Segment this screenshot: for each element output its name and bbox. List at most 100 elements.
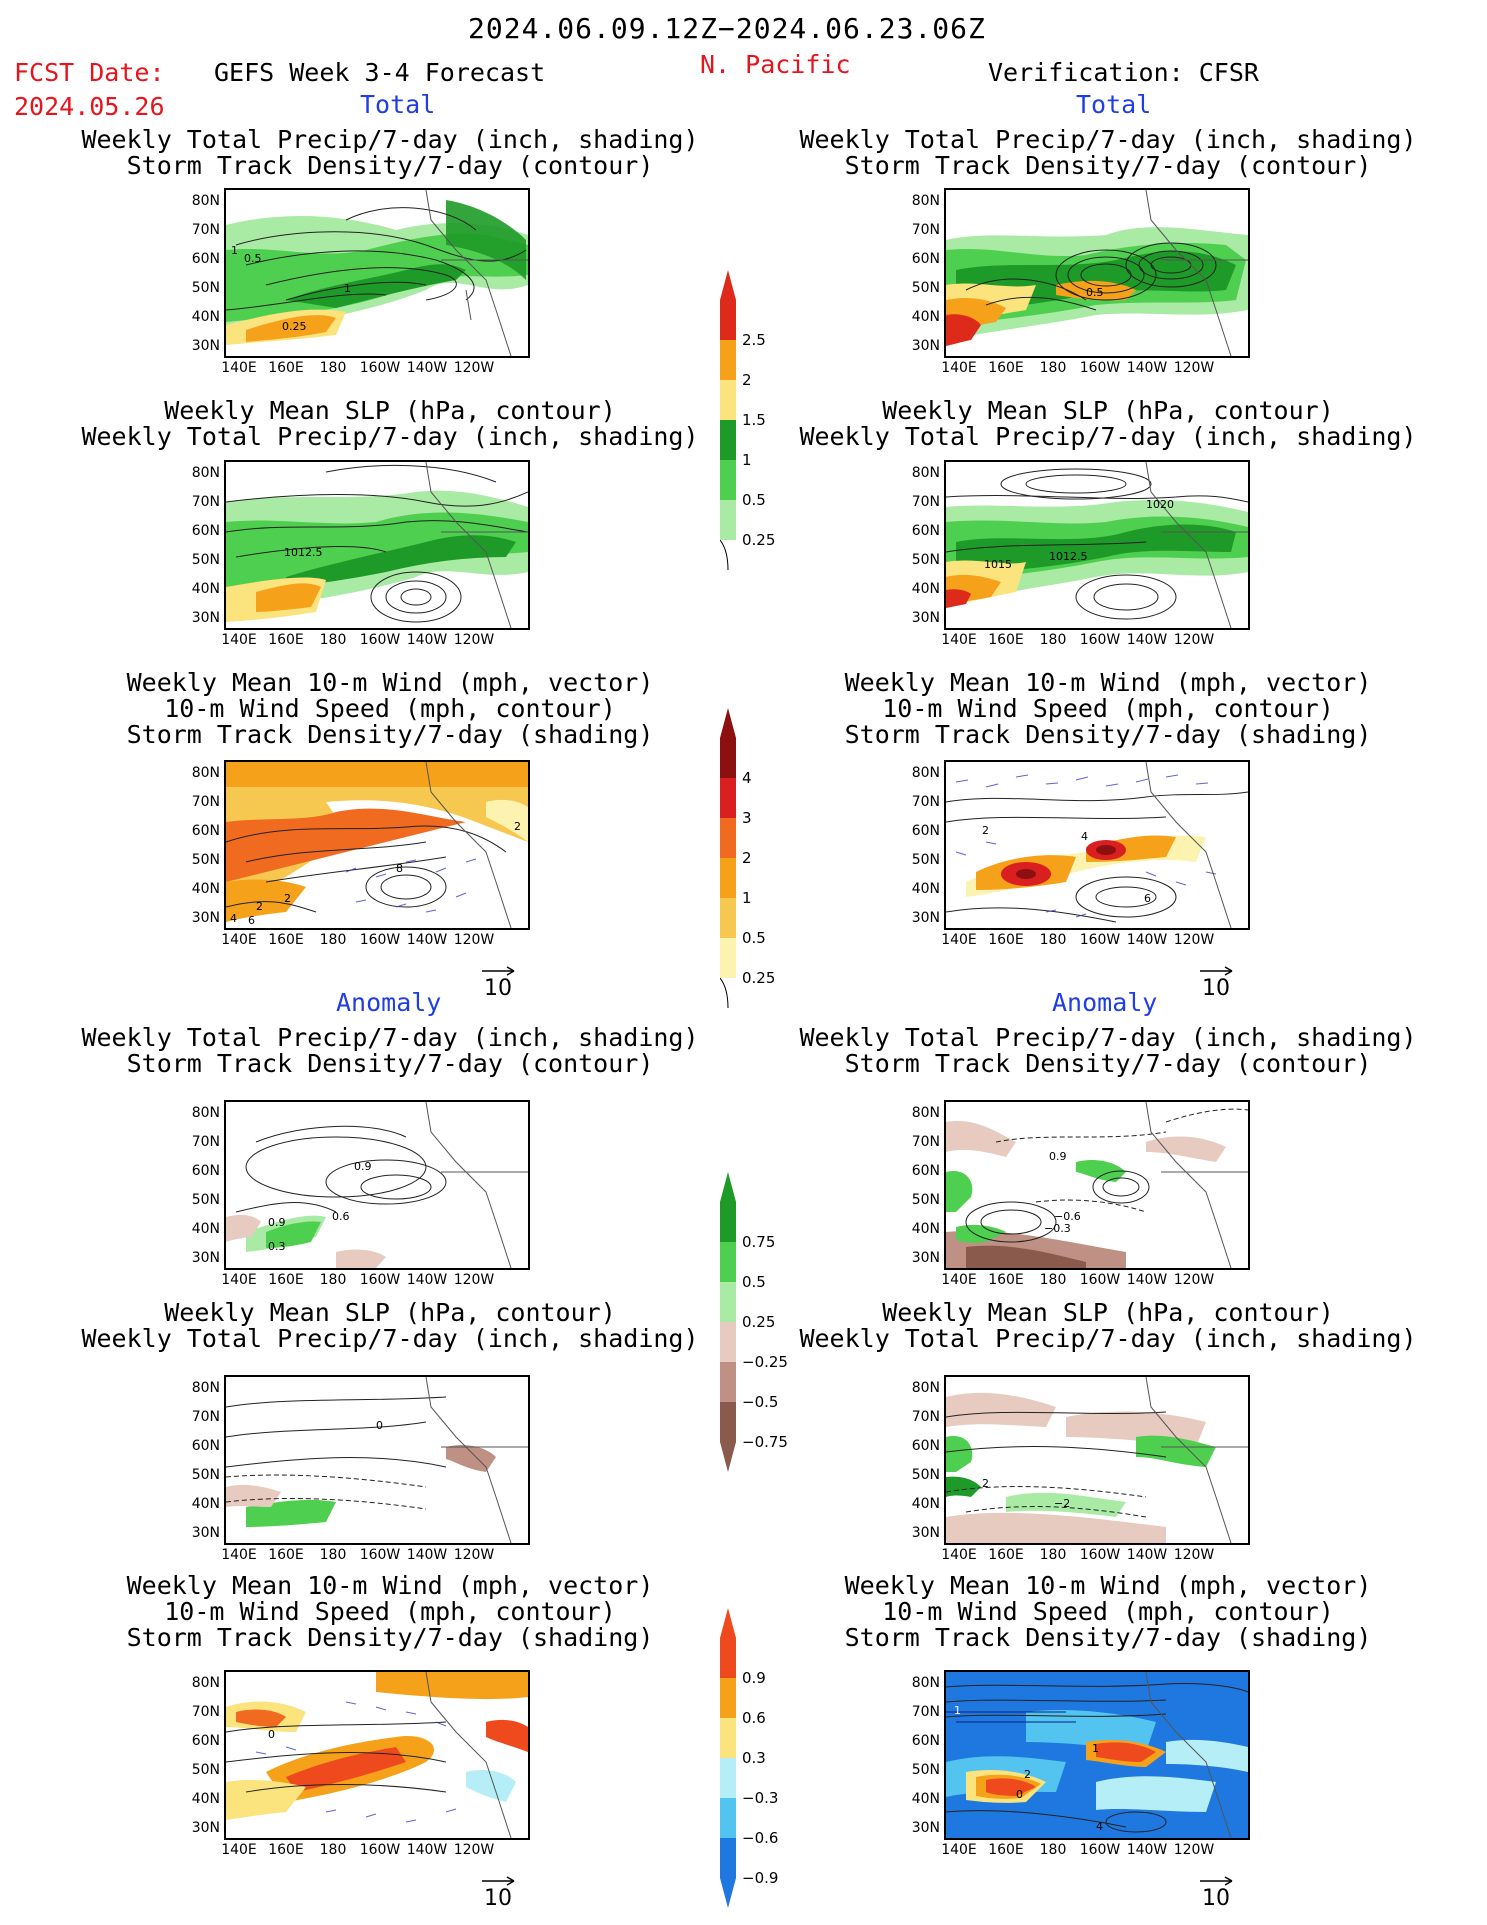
contour-label: 6 — [1144, 892, 1151, 905]
lon-tick-label: 180 — [1039, 1842, 1067, 1858]
lat-tick-label: 80N — [191, 1380, 220, 1396]
colorbar-label: 0.9 — [742, 1669, 766, 1687]
lon-tick-label: 160E — [988, 1547, 1024, 1563]
vf-anom-slp-map: 2 −2 — [944, 1375, 1250, 1545]
contour-label: 1 — [231, 244, 238, 257]
lon-tick-label: 140W — [1126, 1547, 1168, 1563]
colorbar-label: −0.5 — [742, 1393, 779, 1411]
lat-tick-label: 40N — [911, 881, 940, 897]
colorbar-label: 2 — [742, 371, 752, 389]
contour-label: 2 — [284, 892, 291, 905]
contour-label: 0 — [376, 1419, 383, 1432]
lat-tick-label: 60N — [191, 823, 220, 839]
contour-label: 0.9 — [268, 1216, 286, 1229]
colorbar-segment — [720, 1202, 736, 1242]
lat-tick-label: 30N — [911, 1820, 940, 1836]
lon-tick-label: 140W — [1126, 932, 1168, 948]
colorbar-top-arrow — [720, 1608, 736, 1638]
lon-tick-label: 160E — [268, 1547, 304, 1563]
lon-tick-label: 160E — [268, 932, 304, 948]
lon-tick-label: 180 — [319, 932, 347, 948]
fc-precip-storm-title: Weekly Total Precip/7-day (inch, shading… — [81, 125, 699, 180]
colorbar-segment — [720, 938, 736, 978]
lat-tick-label: 30N — [191, 1820, 220, 1836]
section-anomaly-verification: Anomaly — [1052, 988, 1158, 1017]
lat-tick-label: 60N — [911, 823, 940, 839]
lat-tick-label: 80N — [191, 1675, 220, 1691]
lon-tick-label: 160W — [359, 632, 401, 648]
contour-label: −2 — [1054, 1497, 1070, 1510]
colorbar-label: 0.5 — [742, 1273, 766, 1291]
lat-tick-label: 60N — [911, 251, 940, 267]
lat-tick-label: 40N — [191, 1791, 220, 1807]
lon-tick-label: 160W — [359, 1272, 401, 1288]
contour-label: 2 — [982, 1477, 989, 1490]
contour-label: 0.5 — [244, 252, 262, 265]
fc-anom-precip-title: Weekly Total Precip/7-day (inch, shading… — [81, 1023, 699, 1078]
lon-tick-label: 140W — [406, 1842, 448, 1858]
vector-scale-label: 10 — [484, 1886, 512, 1911]
lon-tick-label: 160E — [988, 1842, 1024, 1858]
lon-tick-label: 160W — [1079, 932, 1121, 948]
vf-anom-wind-map: 1 2 1 0 4 — [944, 1670, 1250, 1840]
lat-tick-label: 30N — [911, 1525, 940, 1541]
vf-precip-storm-map: 0.5 — [944, 188, 1250, 358]
fcst-date-label: FCST Date: — [14, 58, 165, 87]
contour-label: 2 — [1024, 1768, 1031, 1781]
lat-tick-label: 80N — [911, 193, 940, 209]
contour-label: 1 — [344, 282, 351, 295]
lat-tick-label: 80N — [911, 765, 940, 781]
lon-tick-label: 140W — [1126, 360, 1168, 376]
lon-tick-label: 120W — [1173, 1842, 1215, 1858]
colorbar-label: −0.75 — [742, 1433, 788, 1451]
colorbar-label: 1 — [742, 451, 752, 469]
lon-tick-label: 120W — [453, 632, 495, 648]
lon-tick-label: 140E — [221, 1547, 257, 1563]
contour-label: −0.3 — [1044, 1222, 1071, 1235]
lat-tick-label: 60N — [911, 1438, 940, 1454]
lon-tick-label: 120W — [453, 1272, 495, 1288]
lat-tick-label: 30N — [191, 338, 220, 354]
lon-tick-label: 160E — [988, 360, 1024, 376]
colorbar-segment — [720, 420, 736, 460]
fc-wind-map: 2 2 8 4 6 2 — [224, 760, 530, 930]
colorbar-label: 2.5 — [742, 331, 766, 349]
fc-anom-precip-map: 0.9 0.6 0.9 0.3 — [224, 1100, 530, 1270]
lon-tick-label: 140W — [406, 360, 448, 376]
lon-tick-label: 140E — [941, 1272, 977, 1288]
lon-tick-label: 140W — [406, 1272, 448, 1288]
lat-tick-label: 50N — [191, 280, 220, 296]
lat-tick-label: 40N — [191, 1496, 220, 1512]
lat-tick-label: 30N — [191, 1525, 220, 1541]
region-label: N. Pacific — [700, 50, 851, 79]
lat-tick-label: 50N — [911, 1467, 940, 1483]
contour-label: 4 — [230, 912, 237, 925]
lat-tick-label: 30N — [911, 338, 940, 354]
colorbar-segment — [720, 460, 736, 500]
lon-tick-label: 140W — [1126, 632, 1168, 648]
lon-tick-label: 140E — [941, 932, 977, 948]
lat-tick-label: 50N — [911, 1762, 940, 1778]
lon-tick-label: 180 — [1039, 360, 1067, 376]
colorbar-segment — [720, 1638, 736, 1678]
vector-scale-vf-total: 10 — [1198, 966, 1238, 1001]
contour-label: 0 — [268, 1728, 275, 1741]
lat-tick-label: 50N — [911, 552, 940, 568]
vf-anom-wind-title: Weekly Mean 10-m Wind (mph, vector) 10-m … — [844, 1571, 1372, 1652]
lat-tick-label: 40N — [191, 581, 220, 597]
lon-tick-label: 160E — [268, 632, 304, 648]
fc-precip-storm-map: 1 0.5 1 0.25 — [224, 188, 530, 358]
lat-tick-label: 40N — [191, 881, 220, 897]
lon-tick-label: 140E — [221, 1272, 257, 1288]
colorbar-segment — [720, 1242, 736, 1282]
lat-tick-label: 80N — [191, 765, 220, 781]
fc-anom-slp-title: Weekly Mean SLP (hPa, contour) Weekly Tot… — [81, 1298, 699, 1353]
colorbar-segment — [720, 1402, 736, 1442]
lat-tick-label: 30N — [191, 910, 220, 926]
colorbar-segment — [720, 500, 736, 540]
lat-tick-label: 70N — [191, 494, 220, 510]
colorbar-segment — [720, 818, 736, 858]
contour-label: 0.25 — [282, 320, 307, 333]
lon-tick-label: 140W — [1126, 1272, 1168, 1288]
colorbar-label: −0.6 — [742, 1829, 779, 1847]
